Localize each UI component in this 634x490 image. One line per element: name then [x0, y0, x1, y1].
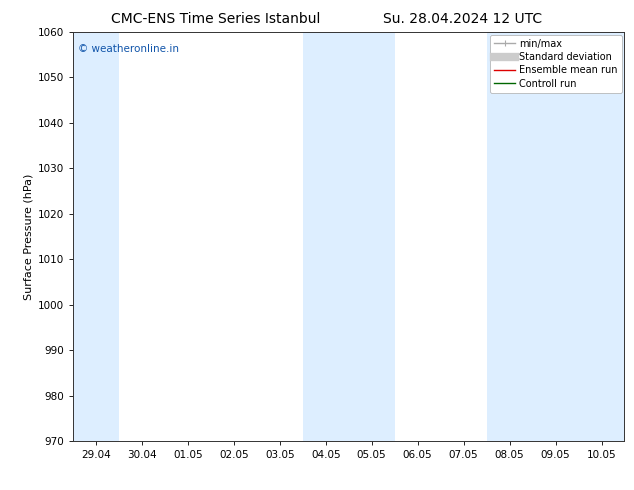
Bar — [487, 32, 624, 441]
Text: © weatheronline.in: © weatheronline.in — [79, 44, 179, 54]
Text: CMC-ENS Time Series Istanbul: CMC-ENS Time Series Istanbul — [111, 12, 320, 26]
Text: Su. 28.04.2024 12 UTC: Su. 28.04.2024 12 UTC — [384, 12, 542, 26]
Legend: min/max, Standard deviation, Ensemble mean run, Controll run: min/max, Standard deviation, Ensemble me… — [490, 35, 621, 93]
Bar — [303, 32, 394, 441]
Y-axis label: Surface Pressure (hPa): Surface Pressure (hPa) — [23, 173, 34, 299]
Bar — [73, 32, 119, 441]
